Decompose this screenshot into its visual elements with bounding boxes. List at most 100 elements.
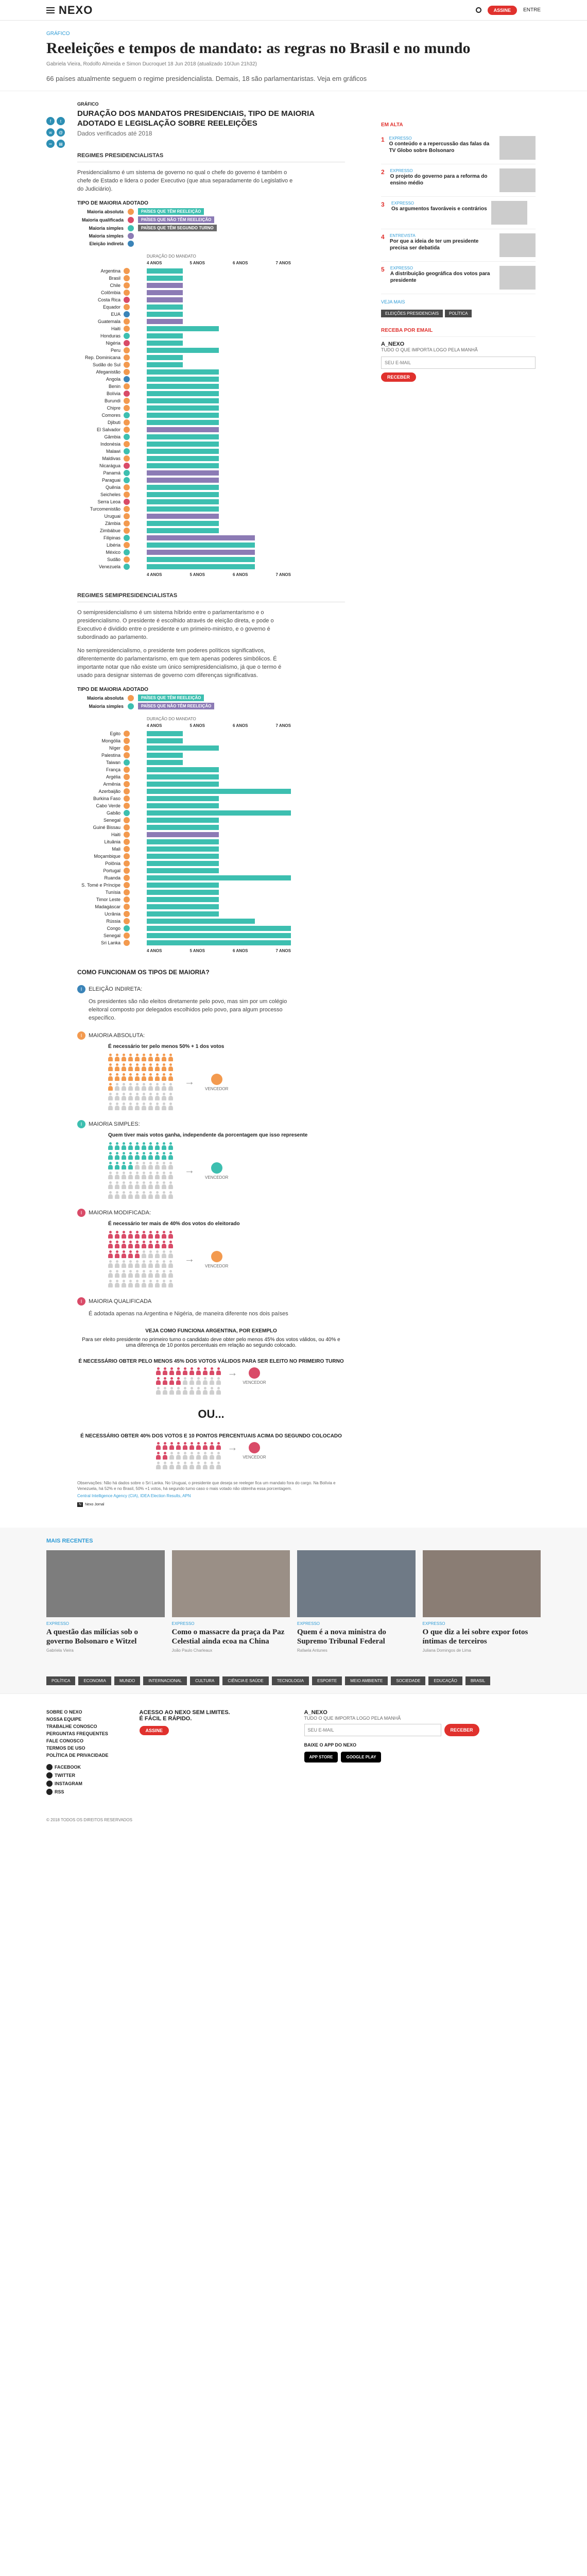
recent-card[interactable]: EXPRESSO O que diz a lei sobre expor foto… — [422, 1550, 541, 1653]
absolute-text: É necessário ter pelo menos 50% + 1 dos … — [108, 1044, 225, 1049]
recent-card[interactable]: EXPRESSO Quem é a nova ministra do Suprem… — [297, 1550, 416, 1653]
footer-newsletter-button[interactable]: RECEBER — [444, 1724, 479, 1736]
whatsapp-share-icon[interactable]: w — [46, 128, 55, 137]
footer-link[interactable]: TRABALHE CONOSCO — [46, 1724, 97, 1729]
footer-email-input[interactable] — [304, 1724, 441, 1736]
legend-chip: PAÍSES QUE TÊM REELEIÇÃO — [138, 694, 204, 701]
site-logo[interactable]: NEXO — [59, 3, 93, 16]
trending-title[interactable]: Os argumentos favoráveis e contrários — [391, 206, 487, 212]
chart-majority-dot — [124, 383, 130, 389]
trending-title[interactable]: Por que a ideia de ter um presidente pre… — [390, 239, 479, 251]
menu-icon[interactable] — [46, 7, 55, 13]
topic-button[interactable]: INTERNACIONAL — [143, 1676, 187, 1685]
person-icon — [203, 1367, 208, 1376]
chart-majority-dot — [124, 499, 130, 505]
topic-button[interactable]: SOCIEDADE — [391, 1676, 426, 1685]
person-icon — [162, 1142, 166, 1150]
person-icon — [128, 1270, 133, 1278]
tag-button[interactable]: POLÍTICA — [445, 310, 472, 317]
trending-title[interactable]: O conteúdo e a repercussão das falas da … — [389, 141, 490, 154]
chart-category-label: Rússia — [106, 919, 120, 924]
trending-item[interactable]: 1 EXPRESSO O conteúdo e a repercussão das … — [381, 132, 536, 164]
topic-button[interactable]: MEIO AMBIENTE — [345, 1676, 388, 1685]
chart-row: Cabo Verde — [77, 802, 345, 809]
footer-signup-button[interactable]: ASSINE — [139, 1726, 169, 1735]
link-share-icon[interactable]: ∞ — [46, 140, 55, 148]
topic-button[interactable]: ESPORTE — [312, 1676, 342, 1685]
tag-button[interactable]: ELEIÇÕES PRESIDENCIAIS — [381, 310, 443, 317]
trending-item[interactable]: 5 EXPRESSO A distribuição geográfica dos v… — [381, 262, 536, 294]
trending-item[interactable]: 2 EXPRESSO O projeto do governo para a ref… — [381, 164, 536, 197]
trending-item[interactable]: 4 ENTREVISTA Por que a ideia de ter um pre… — [381, 229, 536, 262]
topic-button[interactable]: TECNOLOGIA — [271, 1676, 309, 1685]
chart-axis-top: 4 ANOS 5 ANOS 6 ANOS 7 ANOS — [147, 261, 291, 265]
trending-thumbnail[interactable] — [499, 136, 536, 160]
qualified-title: i MAIORIA QUALIFICADA — [77, 1297, 345, 1306]
person-icon — [196, 1377, 201, 1385]
social-link[interactable]: TWITTER — [46, 1772, 109, 1778]
appstore-button[interactable]: App Store — [304, 1752, 338, 1762]
trending-title[interactable]: O projeto do governo para a reforma do e… — [390, 174, 488, 186]
topic-button[interactable]: MUNDO — [114, 1676, 141, 1685]
newsletter-email-input[interactable] — [381, 357, 536, 369]
topic-button[interactable]: CIÊNCIA E SAÚDE — [222, 1676, 269, 1685]
section-tag[interactable]: GRÁFICO — [46, 31, 70, 37]
trending-thumbnail[interactable] — [491, 201, 527, 225]
chart-row: Palestina — [77, 752, 345, 759]
newsletter-submit-button[interactable]: RECEBER — [381, 372, 417, 382]
recent-title[interactable]: Como o massacre da praça da Paz Celestia… — [171, 1628, 285, 1646]
recent-title[interactable]: A questão das milícias sob o governo Bol… — [46, 1628, 138, 1646]
chart-source-link[interactable]: Central Intelligence Agency (CIA), IDEA … — [77, 1494, 191, 1498]
trending-thumbnail[interactable] — [499, 168, 536, 192]
recent-image[interactable] — [297, 1550, 416, 1617]
social-link[interactable]: INSTAGRAM — [46, 1781, 109, 1787]
recent-image[interactable] — [422, 1550, 541, 1617]
person-icon — [115, 1054, 119, 1062]
search-icon[interactable] — [475, 7, 481, 13]
see-more-link[interactable]: VEJA MAIS — [381, 299, 405, 304]
footer-link[interactable]: NOSSA EQUIPE — [46, 1717, 82, 1722]
facebook-share-icon[interactable]: f — [46, 117, 55, 125]
print-share-icon[interactable]: ▤ — [57, 140, 65, 148]
trending-thumbnail[interactable] — [499, 266, 536, 290]
footer-link[interactable]: PERGUNTAS FREQUENTES — [46, 1731, 108, 1736]
topic-button[interactable]: CULTURA — [190, 1676, 220, 1685]
recent-card[interactable]: EXPRESSO Como o massacre da praça da Paz … — [171, 1550, 290, 1653]
login-link[interactable]: ENTRE — [523, 7, 541, 13]
trending-title[interactable]: A distribuição geográfica dos votos para… — [390, 271, 490, 283]
person-icon — [156, 1462, 161, 1470]
trending-thumbnail[interactable] — [499, 233, 536, 257]
chart-row: Maldivas — [77, 455, 345, 462]
topic-button[interactable]: BRASIL — [465, 1676, 491, 1685]
recent-card[interactable]: EXPRESSO A questão das milícias sob o gov… — [46, 1550, 165, 1653]
googleplay-button[interactable]: Google Play — [341, 1752, 382, 1762]
topic-button[interactable]: EDUCAÇÃO — [428, 1676, 462, 1685]
person-icon — [108, 1270, 113, 1278]
trending-item[interactable]: 3 EXPRESSO Os argumentos favoráveis e cont… — [381, 197, 536, 229]
email-share-icon[interactable]: @ — [57, 128, 65, 137]
twitter-share-icon[interactable]: t — [57, 117, 65, 125]
person-icon — [189, 1367, 195, 1376]
footer-link[interactable]: POLÍTICA DE PRIVACIDADE — [46, 1753, 109, 1758]
footer-link[interactable]: TERMOS DE USO — [46, 1745, 85, 1751]
topic-button[interactable]: POLÍTICA — [46, 1676, 76, 1685]
recent-title[interactable]: O que diz a lei sobre expor fotos íntima… — [422, 1628, 528, 1646]
footer-newsletter-sub: TUDO O QUE IMPORTA LOGO PELA MANHÃ — [304, 1716, 401, 1721]
social-link[interactable]: FACEBOOK — [46, 1764, 109, 1770]
topic-button[interactable]: ECONOMIA — [78, 1676, 112, 1685]
recent-title[interactable]: Quem é a nova ministra do Supremo Tribun… — [297, 1628, 386, 1646]
chart-category-label: Venezuela — [98, 564, 120, 569]
chart-row: Burkina Faso — [77, 795, 345, 802]
person-icon — [168, 1073, 173, 1081]
social-link[interactable]: RSS — [46, 1789, 109, 1795]
chart-category-label: Moçambique — [94, 854, 120, 859]
footer-link[interactable]: SOBRE O NEXO — [46, 1709, 82, 1715]
chart-row: Panamá — [77, 469, 345, 477]
chart-category-label: Nicarágua — [99, 463, 120, 468]
signup-button[interactable]: ASSINE — [487, 5, 517, 15]
person-icon — [176, 1452, 181, 1460]
recent-image[interactable] — [171, 1550, 290, 1617]
recent-image[interactable] — [46, 1550, 165, 1617]
footer-link[interactable]: FALE CONOSCO — [46, 1738, 84, 1743]
person-icon — [122, 1142, 126, 1150]
